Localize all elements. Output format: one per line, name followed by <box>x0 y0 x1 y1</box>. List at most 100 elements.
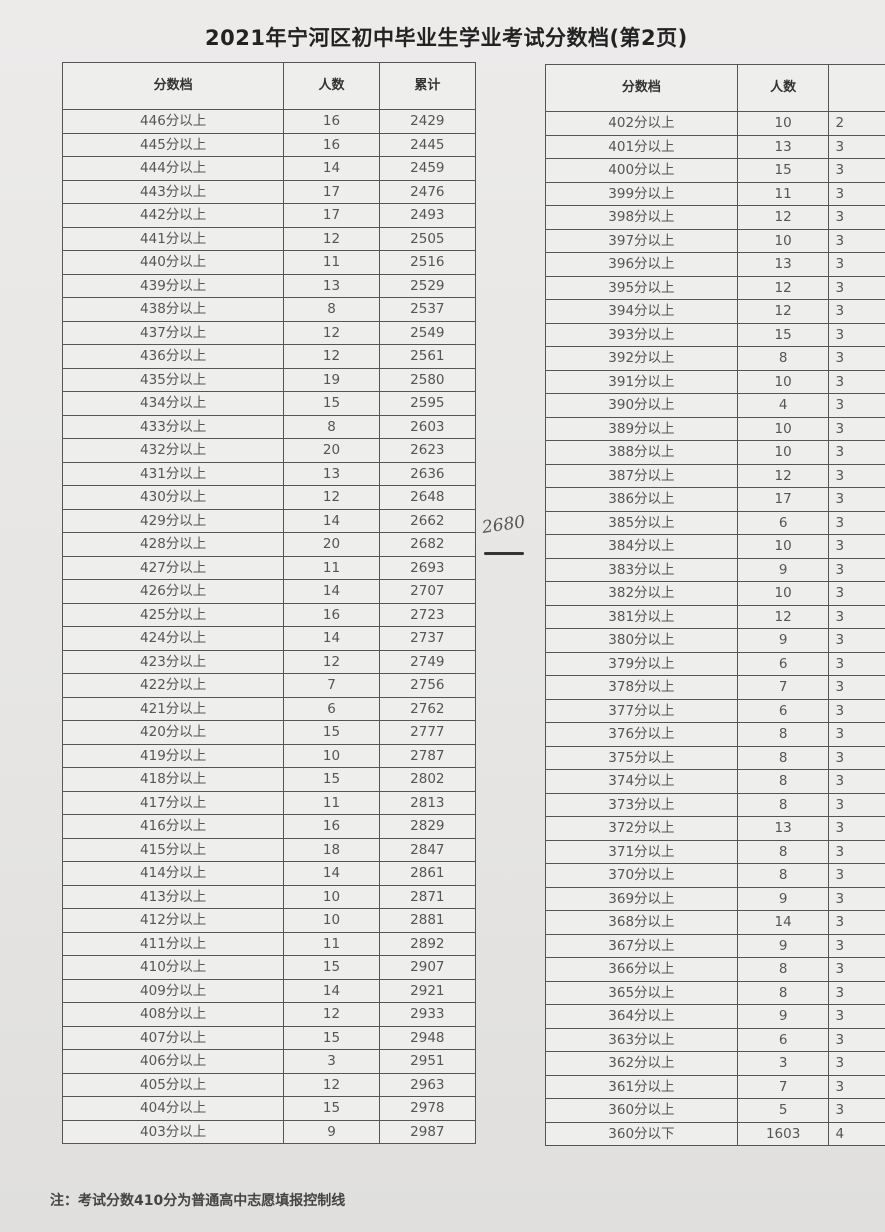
score-band-cell: 438分以上 <box>61 297 285 322</box>
cumulative-cell: 2749 <box>378 649 477 674</box>
handwritten-underline <box>484 552 524 555</box>
count-cell: 11 <box>283 250 380 275</box>
score-band-cell: 373分以上 <box>545 792 738 817</box>
score-band-cell: 446分以上 <box>61 109 285 134</box>
table-row: 418分以上 15 2802 <box>61 767 477 792</box>
cumulative-cell: 2537 <box>378 297 477 322</box>
table-row: 431分以上 13 2636 <box>61 461 477 486</box>
table-row: 446分以上 16 2429 <box>61 109 477 134</box>
score-band-cell: 422分以上 <box>61 673 285 698</box>
cumulative-cell: 3 <box>828 1051 885 1076</box>
count-cell: 10 <box>736 581 830 606</box>
cumulative-cell: 3 <box>828 980 885 1005</box>
count-cell: 16 <box>283 814 380 839</box>
table-row: 428分以上 20 2682 <box>61 532 477 557</box>
count-cell: 11 <box>283 790 380 815</box>
count-cell: 1603 <box>736 1121 830 1146</box>
count-cell: 14 <box>283 156 380 181</box>
table-row: 369分以上 9 3 <box>545 886 885 911</box>
cumulative-cell: 2476 <box>378 179 477 204</box>
score-band-cell: 365分以上 <box>545 980 738 1005</box>
count-cell: 3 <box>736 1051 830 1076</box>
table-row: 407分以上 15 2948 <box>61 1025 477 1050</box>
table-row: 366分以上 8 3 <box>545 957 885 982</box>
score-band-cell: 398分以上 <box>545 205 738 230</box>
score-band-cell: 397分以上 <box>545 228 738 253</box>
count-cell: 12 <box>283 344 380 369</box>
count-cell: 15 <box>283 1096 380 1121</box>
cumulative-cell: 2892 <box>378 931 477 956</box>
cumulative-cell: 3 <box>828 745 885 770</box>
table-row: 412分以上 10 2881 <box>61 908 477 933</box>
count-cell: 9 <box>736 933 830 958</box>
cumulative-cell: 2762 <box>378 696 477 721</box>
count-cell: 5 <box>736 1098 830 1123</box>
cumulative-cell: 2595 <box>378 391 477 416</box>
cumulative-cell: 3 <box>828 463 885 488</box>
score-band-cell: 380分以上 <box>545 628 738 653</box>
cumulative-cell: 2561 <box>378 344 477 369</box>
cumulative-cell: 3 <box>828 275 885 300</box>
count-cell: 20 <box>283 438 380 463</box>
count-cell: 8 <box>736 769 830 794</box>
table-header-row: 分数档 人数 累计 <box>61 62 477 110</box>
count-cell: 6 <box>736 1027 830 1052</box>
table-row: 415分以上 18 2847 <box>61 837 477 862</box>
table-row: 424分以上 14 2737 <box>61 626 477 651</box>
table-row: 408分以上 12 2933 <box>61 1002 477 1027</box>
score-band-cell: 391分以上 <box>545 369 738 394</box>
score-band-cell: 415分以上 <box>61 837 285 862</box>
cumulative-cell: 2907 <box>378 955 477 980</box>
score-band-cell: 361分以上 <box>545 1074 738 1099</box>
count-cell: 10 <box>736 416 830 441</box>
count-cell: 13 <box>283 461 380 486</box>
cumulative-cell: 2756 <box>378 673 477 698</box>
score-band-cell: 395分以上 <box>545 275 738 300</box>
score-band-cell: 418分以上 <box>61 767 285 792</box>
count-cell: 17 <box>283 203 380 228</box>
cumulative-cell: 2777 <box>378 720 477 745</box>
table-row: 416分以上 16 2829 <box>61 814 477 839</box>
score-band-cell: 442分以上 <box>61 203 285 228</box>
table-row: 384分以上 10 3 <box>545 534 885 559</box>
count-cell: 15 <box>283 391 380 416</box>
table-row: 379分以上 6 3 <box>545 651 885 676</box>
score-band-cell: 404分以上 <box>61 1096 285 1121</box>
cumulative-cell: 3 <box>828 769 885 794</box>
table-row: 377分以上 6 3 <box>545 698 885 723</box>
table-row: 426分以上 14 2707 <box>61 579 477 604</box>
count-cell: 11 <box>283 931 380 956</box>
table-row: 405分以上 12 2963 <box>61 1072 477 1097</box>
cumulative-cell: 2 <box>828 111 885 136</box>
table-row: 443分以上 17 2476 <box>61 179 477 204</box>
count-cell: 8 <box>736 722 830 747</box>
cumulative-cell: 2737 <box>378 626 477 651</box>
cumulative-cell: 3 <box>828 1027 885 1052</box>
count-cell: 15 <box>736 322 830 347</box>
cumulative-cell: 3 <box>828 839 885 864</box>
count-cell: 8 <box>736 839 830 864</box>
table-row: 402分以上 10 2 <box>545 111 885 136</box>
score-band-cell: 443分以上 <box>61 179 285 204</box>
score-band-cell: 421分以上 <box>61 696 285 721</box>
score-band-cell: 401分以上 <box>545 134 738 159</box>
score-band-cell: 433分以上 <box>61 414 285 439</box>
table-row: 438分以上 8 2537 <box>61 297 477 322</box>
count-cell: 12 <box>283 1002 380 1027</box>
cumulative-cell: 3 <box>828 205 885 230</box>
count-cell: 13 <box>283 273 380 298</box>
cumulative-cell: 3 <box>828 440 885 465</box>
cumulative-cell: 3 <box>828 628 885 653</box>
cumulative-cell: 2493 <box>378 203 477 228</box>
score-band-cell: 367分以上 <box>545 933 738 958</box>
table-row: 363分以上 6 3 <box>545 1027 885 1052</box>
score-band-cell: 360分以上 <box>545 1098 738 1123</box>
cumulative-cell: 2951 <box>378 1049 477 1074</box>
score-band-cell: 378分以上 <box>545 675 738 700</box>
table-row: 444分以上 14 2459 <box>61 156 477 181</box>
score-band-cell: 372分以上 <box>545 816 738 841</box>
cumulative-cell: 3 <box>828 1074 885 1099</box>
score-band-cell: 393分以上 <box>545 322 738 347</box>
table-row: 406分以上 3 2951 <box>61 1049 477 1074</box>
table-row: 432分以上 20 2623 <box>61 438 477 463</box>
